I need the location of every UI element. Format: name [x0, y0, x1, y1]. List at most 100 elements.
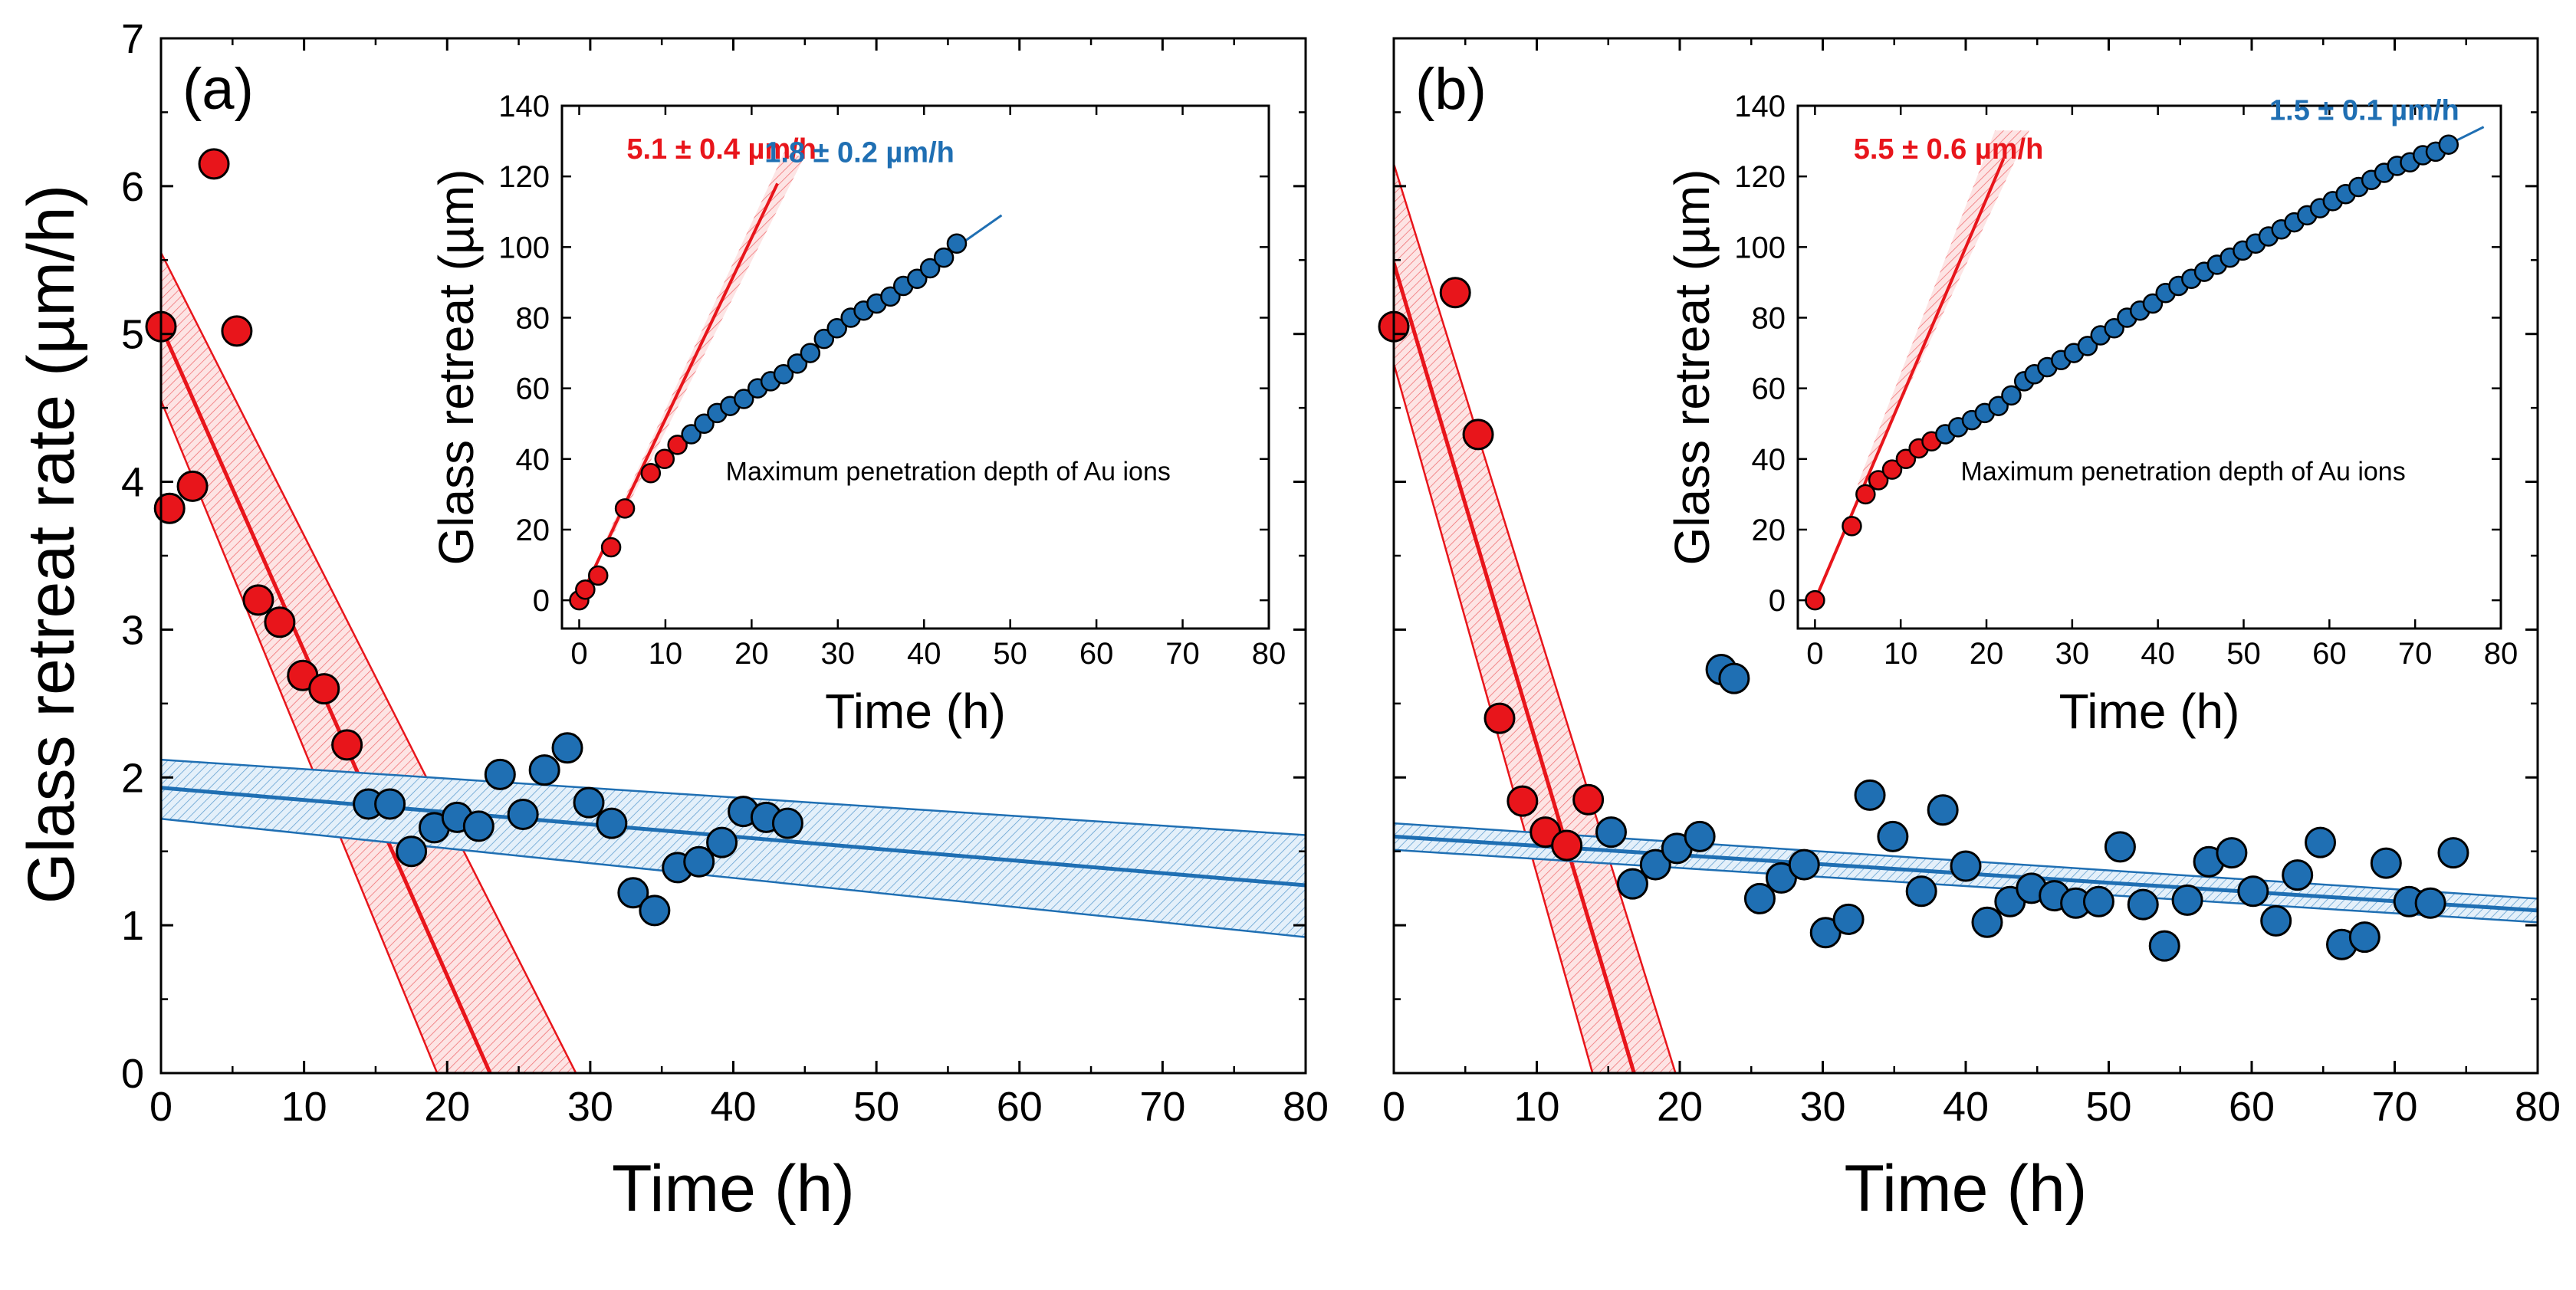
- residual-data-point: [1832, 903, 1865, 935]
- panel-label: (b): [1415, 57, 1487, 122]
- inset-y-tick-label: 120: [1734, 160, 1786, 194]
- inset-x-tick-label: 70: [2398, 637, 2433, 671]
- inset-chart: 0 10 20 30 40 50 60 70 80 0 20 40 60 80 100 120 140 Time …: [429, 90, 1286, 739]
- initial-data-point: [221, 315, 253, 347]
- x-tick-label: 30: [1799, 1084, 1845, 1130]
- inset-y-tick-label: 80: [1752, 301, 1786, 335]
- x-tick-label: 50: [2085, 1084, 2131, 1130]
- inset-y-tick-label: 80: [516, 301, 550, 335]
- x-tick-label: 60: [997, 1084, 1043, 1130]
- inset-blue-rate-label: 1.5 ± 0.1 µm/h: [2269, 94, 2459, 126]
- inset-red-data-point: [575, 579, 596, 600]
- x-tick-label: 70: [1139, 1084, 1185, 1130]
- residual-data-point: [2216, 837, 2248, 869]
- inset-y-tick-label: 40: [516, 443, 550, 477]
- inset-blue-data-point: [800, 343, 821, 363]
- y-tick-label: 5: [121, 312, 144, 358]
- y-tick-label: 7: [121, 16, 144, 62]
- inset-x-tick-label: 30: [2055, 637, 2090, 671]
- inset-blue-data-point: [733, 389, 754, 409]
- x-tick-label: 0: [1382, 1084, 1405, 1130]
- residual-data-point: [1854, 779, 1886, 811]
- residual-data-point: [1905, 875, 1937, 908]
- initial-data-point: [331, 729, 363, 761]
- residual-data-point: [1639, 849, 1671, 881]
- residual-data-point: [2148, 930, 2180, 962]
- inset-background: [562, 106, 1269, 629]
- inset-y-axis-label: Glass retreat (µm): [1664, 169, 1720, 566]
- x-tick-label: 20: [1657, 1084, 1703, 1130]
- inset-red-rate-label: 5.1 ± 0.4 µm/h: [626, 133, 816, 166]
- y-tick-label: 1: [121, 903, 144, 949]
- initial-data-point: [198, 148, 230, 180]
- inset-x-tick-label: 80: [1252, 637, 1286, 671]
- residual-data-point: [1950, 850, 1982, 882]
- panel-b: 0 10 20 30 40 50 60 70 80 Time (h) (b) 0 10 20 30 40 50 6…: [1378, 37, 2561, 1226]
- inset-red-fit-line: [577, 182, 779, 601]
- inset-blue-data-point: [2001, 385, 2022, 406]
- inset-blue-data-point: [2104, 318, 2124, 339]
- inset-x-tick-label: 10: [649, 637, 683, 671]
- inset-blue-data-point: [919, 258, 941, 279]
- inset-red-data-point: [1868, 470, 1889, 491]
- initial-data-point: [264, 606, 296, 638]
- blue-band-upper-line: [161, 758, 1306, 836]
- inset-y-tick-label: 20: [516, 514, 550, 547]
- inset-blue-data-point: [773, 363, 794, 385]
- inset-blue-data-point: [681, 424, 702, 445]
- x-tick-label: 40: [710, 1084, 756, 1130]
- blue-band-lower-line: [161, 818, 1306, 938]
- inset-red-data-point: [587, 565, 609, 586]
- red-fit-line: [1394, 262, 1636, 1073]
- inset-x-tick-label: 0: [1806, 637, 1823, 671]
- inset-frame: [560, 104, 1270, 630]
- inset-x-tick-label: 40: [907, 637, 941, 671]
- inset-x-tick-label: 20: [1970, 637, 2004, 671]
- inset-red-data-point: [640, 462, 662, 484]
- y-axis-label: Glass retreat rate (µm/h): [15, 185, 88, 904]
- inset-y-tick-label: 100: [498, 231, 550, 264]
- residual-data-point: [2260, 904, 2292, 937]
- inset-y-axis-label: Glass retreat (µm): [429, 169, 484, 566]
- x-tick-label: 40: [1943, 1084, 1989, 1130]
- inset-blue-data-point: [1988, 396, 2009, 416]
- residual-data-point: [2237, 875, 2269, 908]
- inset-y-tick-label: 0: [1769, 584, 1786, 618]
- residual-data-point: [2171, 884, 2203, 916]
- residual-data-point: [507, 799, 539, 830]
- inset-blue-data-point: [933, 247, 955, 268]
- residual-data-point: [1718, 662, 1750, 694]
- residual-data-point: [1788, 849, 1820, 881]
- inset-red-data-point: [1895, 448, 1917, 470]
- inset-annotation: Maximum penetration depth of Au ions: [726, 457, 1171, 486]
- initial-data-point: [1484, 702, 1516, 734]
- initial-data-point: [242, 584, 274, 616]
- residual-data-point: [2282, 859, 2314, 891]
- inset-blue-data-point: [787, 353, 808, 374]
- inset-x-tick-label: 80: [2484, 637, 2518, 671]
- y-tick-label: 4: [121, 460, 144, 506]
- residual-data-point: [2437, 837, 2469, 869]
- x-tick-label: 20: [424, 1084, 470, 1130]
- inset-y-tick-label: 20: [1752, 514, 1786, 547]
- residual-data-point: [1743, 882, 1776, 914]
- residual-data-point: [2082, 885, 2114, 917]
- inset-blue-data-point: [2142, 293, 2164, 314]
- residual-data-point: [683, 845, 715, 878]
- inset-blue-data-point: [946, 233, 968, 254]
- x-tick-label: 80: [1283, 1084, 1329, 1130]
- x-axis-label: Time (h): [612, 1152, 855, 1226]
- inset-x-tick-label: 50: [993, 637, 1027, 671]
- inset-x-axis-label: Time (h): [825, 684, 1006, 739]
- residual-data-point: [396, 835, 428, 868]
- inset-blue-data-point: [2077, 336, 2098, 356]
- inset-y-tick-label: 0: [533, 584, 550, 618]
- inset-red-confidence-band: [605, 148, 803, 551]
- inset-red-data-point: [654, 448, 675, 470]
- inset-y-tick-label: 60: [516, 373, 550, 406]
- inset-x-axis-label: Time (h): [2059, 684, 2240, 739]
- inset-red-data-point: [667, 435, 688, 455]
- residual-data-point: [528, 754, 560, 786]
- inset-y-tick-label: 140: [1734, 90, 1786, 123]
